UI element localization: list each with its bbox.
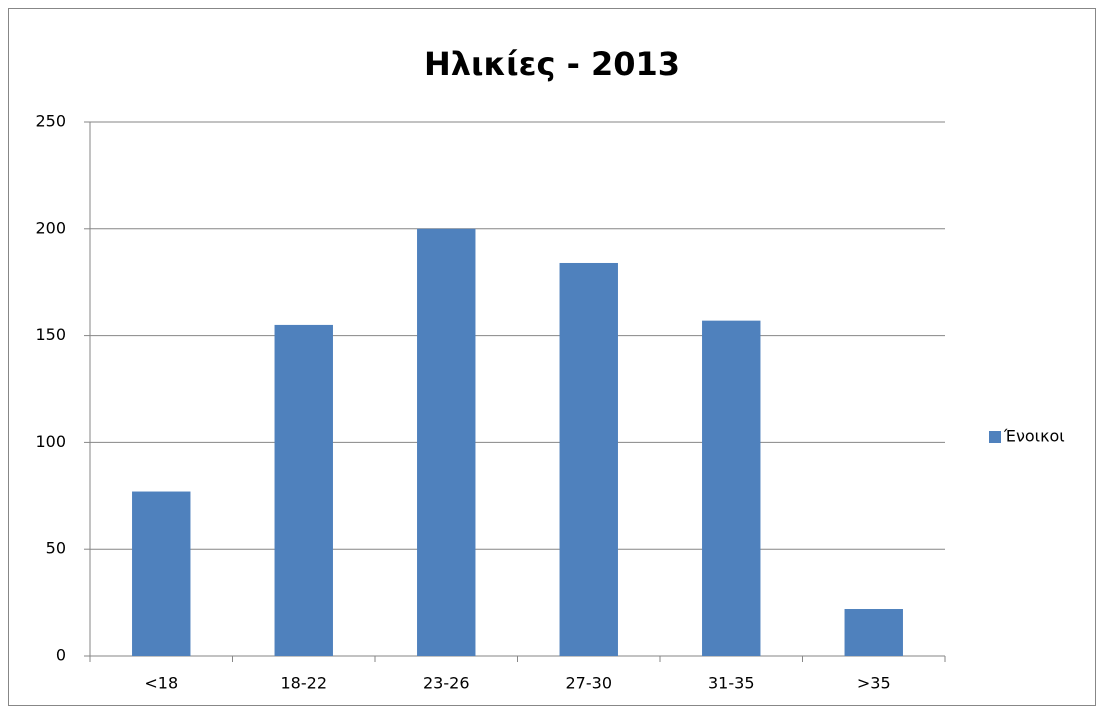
- x-tick-label: 18-22: [281, 674, 328, 693]
- chart-title: Ηλικίες - 2013: [424, 45, 680, 83]
- bar: [844, 609, 903, 656]
- x-tick-label: 23-26: [423, 674, 470, 693]
- bar: [417, 228, 476, 657]
- x-tick-label: 31-35: [708, 674, 755, 693]
- y-tick-label: 100: [35, 432, 66, 451]
- legend-swatch: [989, 431, 1001, 443]
- x-tick-label: 27-30: [566, 674, 613, 693]
- y-tick-label: 250: [35, 112, 66, 131]
- bar: [274, 324, 333, 656]
- y-tick-label: 50: [46, 539, 66, 558]
- bar: [702, 320, 761, 656]
- y-tick-label: 0: [56, 646, 66, 665]
- bar: [559, 262, 618, 656]
- y-tick-label: 200: [35, 218, 66, 237]
- legend-label: Ένοικοι: [1003, 427, 1065, 446]
- y-tick-label: 150: [35, 325, 66, 344]
- bar: [132, 491, 191, 656]
- x-tick-label: <18: [144, 674, 178, 693]
- x-tick-label: >35: [857, 674, 891, 693]
